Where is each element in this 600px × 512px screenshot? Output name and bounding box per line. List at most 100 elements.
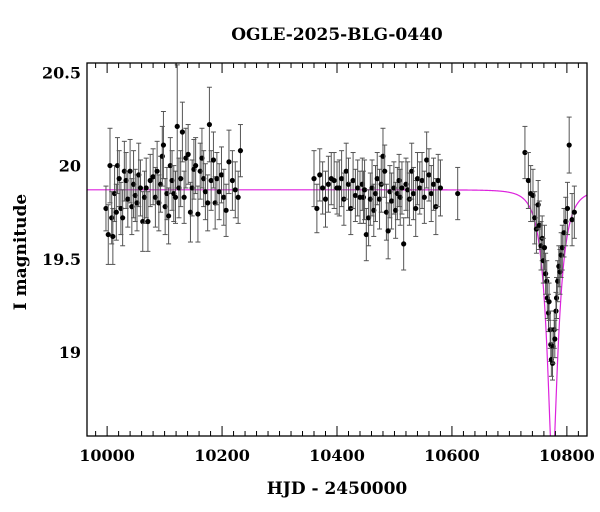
data-point: [183, 155, 189, 161]
data-point: [388, 198, 395, 204]
axes: 10000 10200 10400 10600 10800 19 19.5 20 20.5: [42, 62, 595, 465]
y-tick-label: 20: [59, 157, 81, 176]
y-axis-label: I magnitude: [11, 194, 31, 311]
data-point: [430, 181, 437, 187]
data-point: [350, 177, 356, 184]
data-point: [137, 185, 144, 191]
x-tick-label: 10000: [79, 446, 135, 465]
chart-title: OGLE-2025-BLG-0440: [231, 25, 443, 45]
data-point: [107, 162, 113, 169]
data-point: [160, 142, 167, 148]
data-point: [382, 168, 388, 174]
data-point: [147, 177, 153, 184]
data-point: [544, 278, 550, 284]
data-point: [543, 271, 549, 277]
data-point: [564, 205, 571, 212]
data-point: [166, 213, 172, 219]
data-point: [331, 177, 337, 184]
data-point: [206, 121, 213, 128]
data-point: [396, 177, 402, 184]
data-point: [159, 153, 165, 159]
data-point: [205, 200, 211, 206]
data-point: [374, 176, 380, 182]
data-point: [343, 168, 349, 174]
data-point: [179, 129, 186, 135]
data-point: [185, 151, 191, 157]
data-point: [552, 336, 558, 342]
data-point: [355, 185, 361, 191]
data-points-group: [103, 64, 577, 381]
data-point: [110, 233, 116, 240]
data-point: [116, 176, 122, 182]
data-point: [314, 205, 320, 212]
data-point: [417, 185, 423, 191]
data-point: [145, 218, 151, 225]
data-point: [143, 185, 149, 191]
data-point: [237, 148, 244, 154]
data-point: [401, 241, 407, 247]
data-point: [435, 177, 441, 184]
data-point: [426, 172, 432, 178]
data-point: [226, 159, 232, 165]
data-point: [232, 187, 238, 193]
data-point: [229, 177, 236, 184]
data-point: [195, 211, 201, 217]
data-point: [535, 202, 541, 208]
data-point: [322, 196, 329, 202]
data-point: [214, 176, 220, 182]
data-point: [336, 185, 342, 191]
y-tick-label: 19.5: [42, 250, 81, 269]
data-point: [105, 231, 111, 238]
data-point: [103, 205, 109, 212]
data-point: [525, 177, 531, 184]
data-point: [428, 190, 434, 197]
data-point: [150, 174, 156, 180]
data-point: [424, 157, 430, 163]
data-point: [413, 205, 419, 212]
data-point: [202, 189, 208, 195]
data-point: [553, 295, 560, 301]
data-point: [363, 231, 369, 238]
x-tick-label: 10800: [539, 446, 595, 465]
data-point: [569, 217, 575, 223]
data-point: [125, 196, 131, 202]
data-point: [361, 187, 368, 193]
data-point: [360, 194, 367, 200]
data-point: [181, 194, 187, 200]
data-point: [352, 192, 358, 199]
data-point: [320, 185, 326, 191]
data-point: [223, 207, 229, 213]
data-point: [127, 168, 133, 174]
data-point: [546, 299, 552, 305]
data-point: [541, 245, 548, 251]
data-point: [216, 189, 222, 195]
x-tick-label: 10200: [194, 446, 250, 465]
x-axis-label: HJD - 2450000: [267, 479, 408, 499]
data-point: [221, 194, 227, 200]
data-point: [113, 209, 119, 215]
data-point: [399, 185, 405, 191]
data-point: [419, 177, 425, 184]
x-tick-label: 10600: [424, 446, 480, 465]
data-point: [522, 149, 528, 156]
data-point: [193, 162, 199, 169]
data-point: [208, 177, 214, 184]
data-point: [109, 215, 115, 221]
plot-area: [87, 64, 587, 436]
data-point: [325, 181, 331, 187]
data-point: [414, 176, 421, 182]
data-point: [421, 194, 427, 200]
data-point: [410, 190, 417, 197]
data-point: [174, 123, 180, 130]
data-point: [317, 172, 323, 178]
data-point: [345, 181, 352, 187]
data-point: [553, 308, 559, 314]
data-point: [437, 185, 444, 191]
data-point: [210, 157, 217, 163]
data-point: [566, 142, 572, 148]
data-point: [385, 228, 391, 234]
data-point: [571, 209, 577, 215]
data-point: [154, 168, 160, 174]
data-point: [455, 190, 461, 197]
